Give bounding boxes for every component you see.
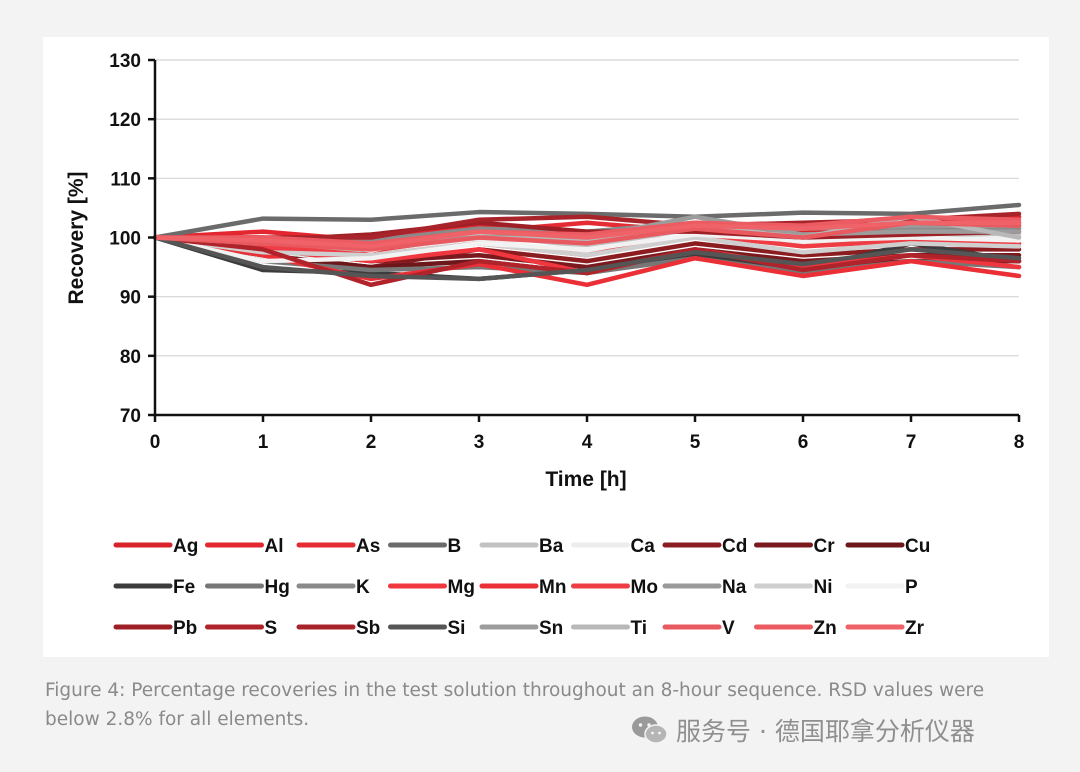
x-tick-label: 1 xyxy=(258,432,269,453)
legend-label: Ti xyxy=(631,618,648,639)
legend-label: Zn xyxy=(814,618,837,639)
legend-label: As xyxy=(356,536,380,557)
legend-label: Sn xyxy=(539,618,563,639)
y-tick-label: 90 xyxy=(120,288,141,309)
series-line-v xyxy=(152,220,1022,252)
y-tick-label: 70 xyxy=(120,406,141,427)
line-chart: 70 80 90 100 110 120 130 0 1 2 3 4 5 6 7 8 Time [h] Rec… xyxy=(65,51,1024,639)
x-tick-label: 0 xyxy=(150,432,161,453)
watermark-text: 服务号 · 德国耶拿分析仪器 xyxy=(676,717,975,746)
x-axis-label: Time [h] xyxy=(545,468,626,491)
series-line-si xyxy=(152,235,1022,282)
legend-label: Ni xyxy=(814,577,833,598)
legend-label: Si xyxy=(448,618,466,639)
y-tick-label: 110 xyxy=(110,169,141,190)
legend-label: Ca xyxy=(631,536,656,557)
legend-label: Ba xyxy=(539,536,564,557)
legend-label: S xyxy=(265,618,278,639)
legend-label: Sb xyxy=(356,618,380,639)
series-line-s xyxy=(152,235,1022,288)
y-tick-label: 80 xyxy=(120,347,141,368)
legend-label: Cd xyxy=(722,536,747,557)
x-tick-label: 4 xyxy=(582,432,593,453)
wechat-watermark: 服务号 · 德国耶拿分析仪器 xyxy=(630,712,975,748)
series-line-zn xyxy=(152,214,1022,246)
legend-label: Pb xyxy=(173,618,197,639)
y-tick-label: 100 xyxy=(109,229,141,250)
gridlines xyxy=(155,59,1019,357)
x-tick-label: 5 xyxy=(690,432,701,453)
legend-label: Mo xyxy=(631,577,658,598)
legend-label: Cu xyxy=(905,536,930,557)
wechat-icon xyxy=(632,716,668,744)
legend-label: Ag xyxy=(173,536,198,557)
series-line-b xyxy=(152,202,1022,240)
legend-label: B xyxy=(448,536,462,557)
legend-label: Zr xyxy=(905,618,925,639)
legend-label: V xyxy=(722,618,735,639)
legend-label: Hg xyxy=(265,577,290,598)
legend-label: Mg xyxy=(448,577,475,598)
y-tick-label: 130 xyxy=(109,51,141,72)
axes xyxy=(148,58,1021,422)
series-line-ni xyxy=(152,235,1022,258)
legend-label: Al xyxy=(265,536,284,557)
x-tick-label: 2 xyxy=(366,432,377,453)
x-tick-label: 7 xyxy=(906,432,917,453)
legend-label: P xyxy=(905,577,918,598)
legend-label: K xyxy=(356,577,370,598)
x-tick-label: 6 xyxy=(798,432,809,453)
figure-caption: Figure 4: Percentage recoveries in the t… xyxy=(45,680,985,730)
series-lines xyxy=(152,202,1022,288)
legend-label: Fe xyxy=(173,577,195,598)
legend-label: Cr xyxy=(814,536,836,557)
y-tick-label: 120 xyxy=(109,110,141,131)
x-tick-label: 8 xyxy=(1014,432,1025,453)
y-axis-label: Recovery [%] xyxy=(65,171,88,304)
series-line-zr xyxy=(152,220,1022,249)
tick-labels: 70 80 90 100 110 120 130 0 1 2 3 4 5 6 7 8 xyxy=(109,51,1024,453)
legend: Ag Al As B Ba Ca Cd Cr Cu Fe Hg K Mg Mn Mo Na Ni P Pb S Sb Si… xyxy=(113,536,930,639)
legend-label: Mn xyxy=(539,577,566,598)
figure-panel: 70 80 90 100 110 120 130 0 1 2 3 4 5 6 7 8 Time [h] Rec… xyxy=(43,37,1049,657)
x-tick-label: 3 xyxy=(474,432,485,453)
legend-label: Na xyxy=(722,577,747,598)
